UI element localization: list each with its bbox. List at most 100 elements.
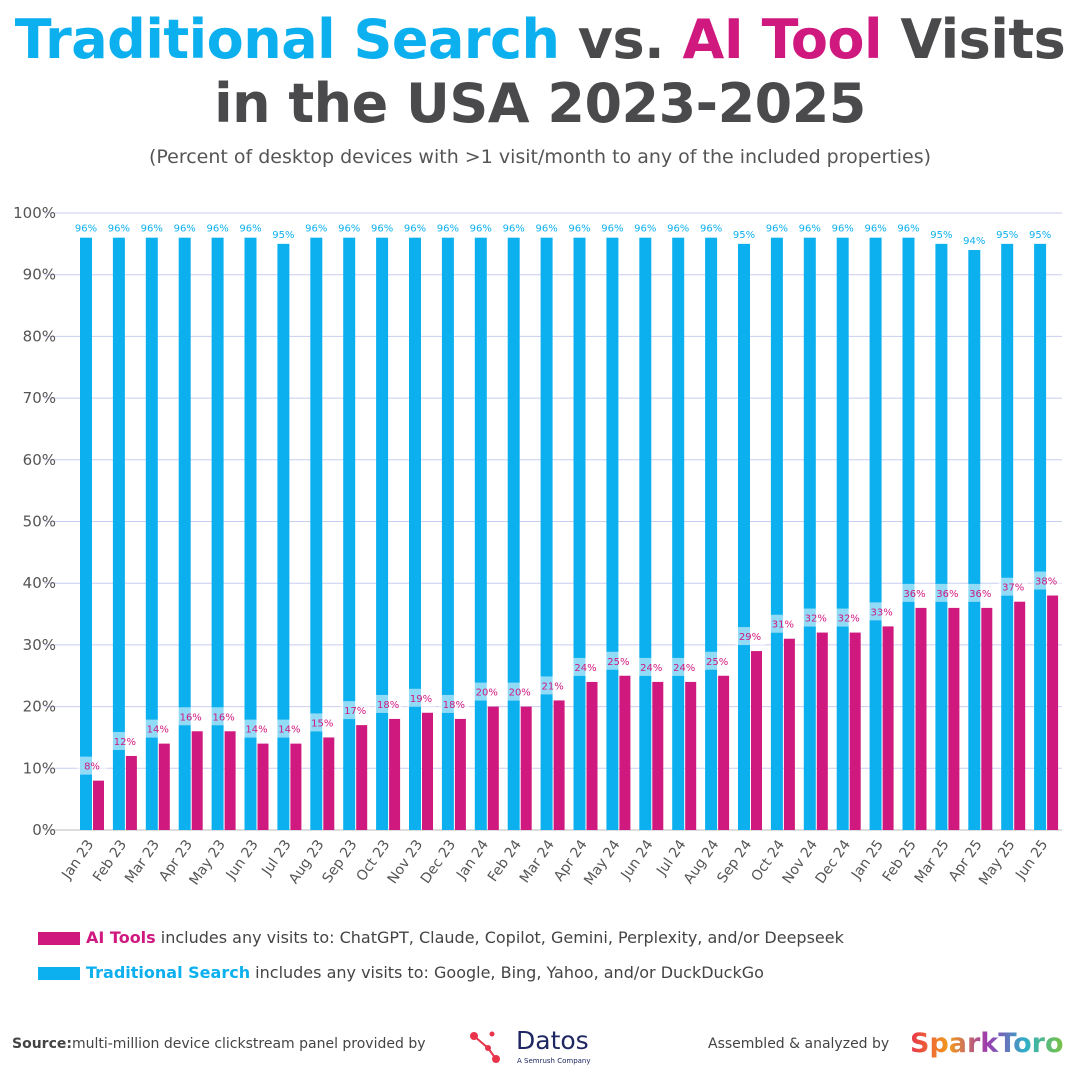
y-tick-label: 90% — [23, 266, 56, 284]
title-line2: in the USA 2023-2025 — [214, 72, 866, 135]
data-label-traditional: 95% — [930, 230, 952, 241]
data-label-ai: 32% — [838, 614, 860, 625]
data-label-traditional: 95% — [1029, 230, 1051, 241]
data-label-ai: 19% — [410, 694, 432, 705]
data-label-background — [537, 676, 568, 695]
data-label-ai: 24% — [574, 663, 596, 674]
data-label-background — [570, 657, 601, 676]
data-label-background — [603, 651, 634, 670]
data-label-background — [932, 583, 963, 602]
x-tick-label: Jun 24 — [618, 837, 657, 883]
data-label-background — [175, 707, 206, 726]
data-label-background — [636, 657, 667, 676]
data-label-ai: 31% — [772, 620, 794, 631]
bar-traditional — [507, 237, 520, 830]
legend-ai-name: AI Tools — [86, 928, 156, 947]
datos-logo: Datos — [516, 1026, 589, 1055]
bar-ai — [1047, 595, 1059, 830]
data-label-traditional: 96% — [832, 224, 854, 235]
data-label-traditional: 95% — [996, 230, 1018, 241]
bar-ai — [948, 607, 960, 830]
data-label-background — [406, 688, 436, 707]
data-label-traditional: 96% — [338, 224, 360, 235]
x-tick-label: Dec 24 — [813, 837, 854, 887]
bar-ai — [1014, 601, 1026, 830]
data-label-ai: 25% — [607, 657, 629, 668]
bar-ai — [718, 675, 730, 830]
data-label-traditional: 96% — [535, 224, 557, 235]
data-label-ai: 32% — [805, 614, 827, 625]
bar-traditional — [441, 237, 454, 830]
y-tick-label: 40% — [23, 574, 56, 592]
bar-traditional — [244, 237, 257, 830]
data-label-ai: 8% — [84, 762, 100, 773]
bar-ai — [586, 681, 598, 830]
data-label-background — [208, 707, 239, 726]
data-label-ai: 38% — [1035, 577, 1057, 588]
chart-subtitle: (Percent of desktop devices with >1 visi… — [148, 146, 932, 168]
data-label-traditional: 96% — [371, 224, 393, 235]
data-label-traditional: 95% — [733, 230, 755, 241]
data-label-ai: 33% — [870, 607, 892, 618]
bar-ai — [619, 675, 631, 830]
data-label-background — [274, 719, 305, 738]
legend-ai: AI Tools includes any visits to: ChatGPT… — [38, 928, 844, 947]
legend-ai-swatch — [38, 932, 80, 945]
data-label-ai: 24% — [673, 663, 695, 674]
bar-traditional — [672, 237, 685, 830]
y-tick-label: 20% — [23, 698, 56, 716]
data-label-traditional: 96% — [700, 224, 722, 235]
x-tick-label: Sep 23 — [319, 837, 360, 886]
x-tick-label: Sep 24 — [714, 837, 755, 886]
sparktoro-logo: SparkToro — [910, 1028, 1064, 1059]
source-text: multi-million device clickstream panel p… — [71, 1036, 426, 1052]
bar-ai — [125, 755, 137, 830]
data-label-background — [471, 682, 502, 701]
data-label-traditional: 96% — [437, 224, 459, 235]
bar-traditional — [902, 237, 915, 830]
data-label-background — [800, 608, 831, 627]
bar-ai — [487, 706, 499, 830]
bar-ai — [783, 638, 795, 830]
bar-traditional — [178, 237, 191, 830]
data-label-traditional: 96% — [766, 224, 788, 235]
data-label-traditional: 96% — [75, 224, 97, 235]
legend-traditional-name: Traditional Search — [86, 963, 251, 982]
data-label-background — [735, 627, 765, 646]
bar-ai — [93, 780, 104, 830]
data-label-ai: 36% — [903, 589, 925, 600]
data-label-ai: 36% — [936, 589, 958, 600]
x-tick-label: Dec 23 — [418, 837, 459, 887]
bar-traditional — [869, 237, 882, 830]
bar-traditional — [1001, 243, 1014, 831]
data-label-background — [669, 657, 700, 676]
bar-ai — [652, 681, 664, 830]
bar-traditional — [606, 237, 619, 830]
data-label-background — [833, 608, 864, 627]
data-label-background — [998, 577, 1029, 596]
bar-traditional — [474, 237, 487, 830]
data-label-ai: 16% — [180, 712, 202, 723]
bar-ai — [915, 607, 927, 830]
data-label-traditional: 96% — [206, 224, 228, 235]
legend-traditional-swatch — [38, 967, 80, 980]
datos-logo-icon — [470, 1031, 500, 1063]
bar-ai — [356, 725, 368, 830]
data-label-background — [1031, 571, 1062, 590]
data-label-background — [899, 583, 930, 602]
bar-traditional — [80, 237, 92, 830]
chart-title: Traditional Search vs. AI Tool Visits in… — [0, 8, 1080, 136]
x-tick-label: Jun 23 — [223, 837, 262, 883]
data-label-ai: 15% — [311, 718, 333, 729]
bar-ai — [158, 743, 170, 830]
source-label: Source: — [12, 1036, 72, 1052]
y-tick-label: 80% — [23, 327, 56, 345]
bar-traditional — [211, 237, 224, 830]
x-tick-label: Mar 25 — [912, 837, 953, 886]
datos-tagline: A Semrush Company — [517, 1057, 591, 1065]
data-label-traditional: 96% — [799, 224, 821, 235]
data-label-ai: 17% — [344, 706, 366, 717]
data-label-background — [373, 694, 404, 713]
y-tick-label: 10% — [23, 759, 56, 777]
y-tick-label: 0% — [32, 821, 56, 839]
